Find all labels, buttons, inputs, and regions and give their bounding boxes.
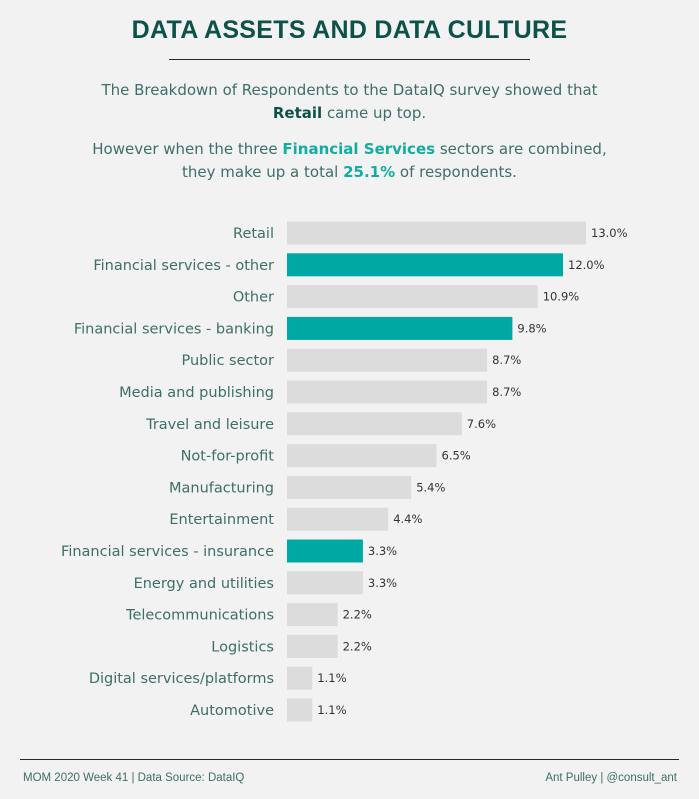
bar [287, 698, 313, 722]
category-label: Logistics [211, 639, 274, 655]
bar-chart: Retail 13.0% Financial services - other 12.… [61, 221, 628, 722]
subtitle-line3-pre: However when the three [92, 140, 283, 158]
bar [287, 603, 338, 627]
category-label: Financial services - insurance [61, 544, 274, 560]
value-label: 3.3% [368, 576, 397, 590]
value-label: 8.7% [492, 353, 521, 367]
bar [287, 221, 586, 245]
category-label: Public sector [182, 353, 275, 369]
category-label: Entertainment [169, 512, 274, 528]
value-label: 2.2% [343, 639, 372, 653]
page-title: DATA ASSETS AND DATA CULTURE [131, 16, 568, 44]
value-label: 12.0% [568, 258, 605, 272]
category-label: Retail [233, 226, 274, 242]
value-label: 8.7% [492, 385, 521, 399]
subtitle-paragraph-2: However when the three Financial Service… [0, 138, 699, 184]
category-label: Energy and utilities [134, 576, 274, 592]
value-label: 6.5% [442, 449, 471, 463]
value-label: 13.0% [591, 226, 628, 240]
subtitle-paragraph-1: The Breakdown of Respondents to the Data… [0, 79, 699, 125]
bar [287, 412, 462, 436]
value-label: 4.4% [393, 512, 422, 526]
category-label: Travel and leisure [145, 417, 274, 433]
value-label: 7.6% [467, 417, 496, 431]
subtitle-financial-services: Financial Services [282, 140, 436, 158]
bar [287, 507, 389, 531]
value-label: 5.4% [416, 480, 445, 494]
subtitle-line1: The Breakdown of Respondents to the Data… [101, 81, 598, 99]
bar [287, 666, 313, 690]
bar [287, 634, 338, 658]
bar [287, 253, 563, 277]
category-label: Financial services - other [93, 258, 274, 274]
category-label: Other [233, 290, 274, 306]
footer-author: Ant Pulley | @consult_ant [545, 772, 677, 784]
subtitle-line2: came up top. [322, 104, 427, 122]
category-label: Manufacturing [169, 480, 274, 496]
subtitle-line3-post: sectors are combined, [435, 140, 607, 158]
subtitle-line4-post: of respondents. [395, 163, 517, 181]
bar [287, 444, 437, 468]
subtitle-line4-pre: they make up a total [182, 163, 344, 181]
bar [287, 316, 513, 340]
category-label: Digital services/platforms [89, 671, 274, 687]
value-label: 3.3% [368, 544, 397, 558]
value-label: 2.2% [343, 608, 372, 622]
title-divider [169, 59, 530, 60]
footer-divider [20, 759, 679, 760]
category-label: Media and publishing [119, 385, 274, 401]
subtitle-retail: Retail [272, 104, 323, 122]
bar [287, 380, 488, 404]
bar [287, 285, 538, 309]
category-label: Financial services - banking [74, 321, 274, 337]
category-label: Automotive [190, 703, 274, 719]
value-label: 1.1% [317, 703, 346, 717]
bar [287, 348, 488, 372]
category-label: Telecommunications [125, 608, 274, 624]
bar [287, 475, 412, 499]
category-label: Not-for-profit [181, 449, 275, 465]
value-label: 9.8% [517, 321, 546, 335]
value-label: 1.1% [317, 671, 346, 685]
value-label: 10.9% [543, 290, 580, 304]
bar [287, 539, 363, 563]
bar [287, 571, 363, 595]
footer-source: MOM 2020 Week 41 | Data Source: DataIQ [23, 772, 245, 784]
subtitle-total: 25.1% [343, 163, 396, 181]
